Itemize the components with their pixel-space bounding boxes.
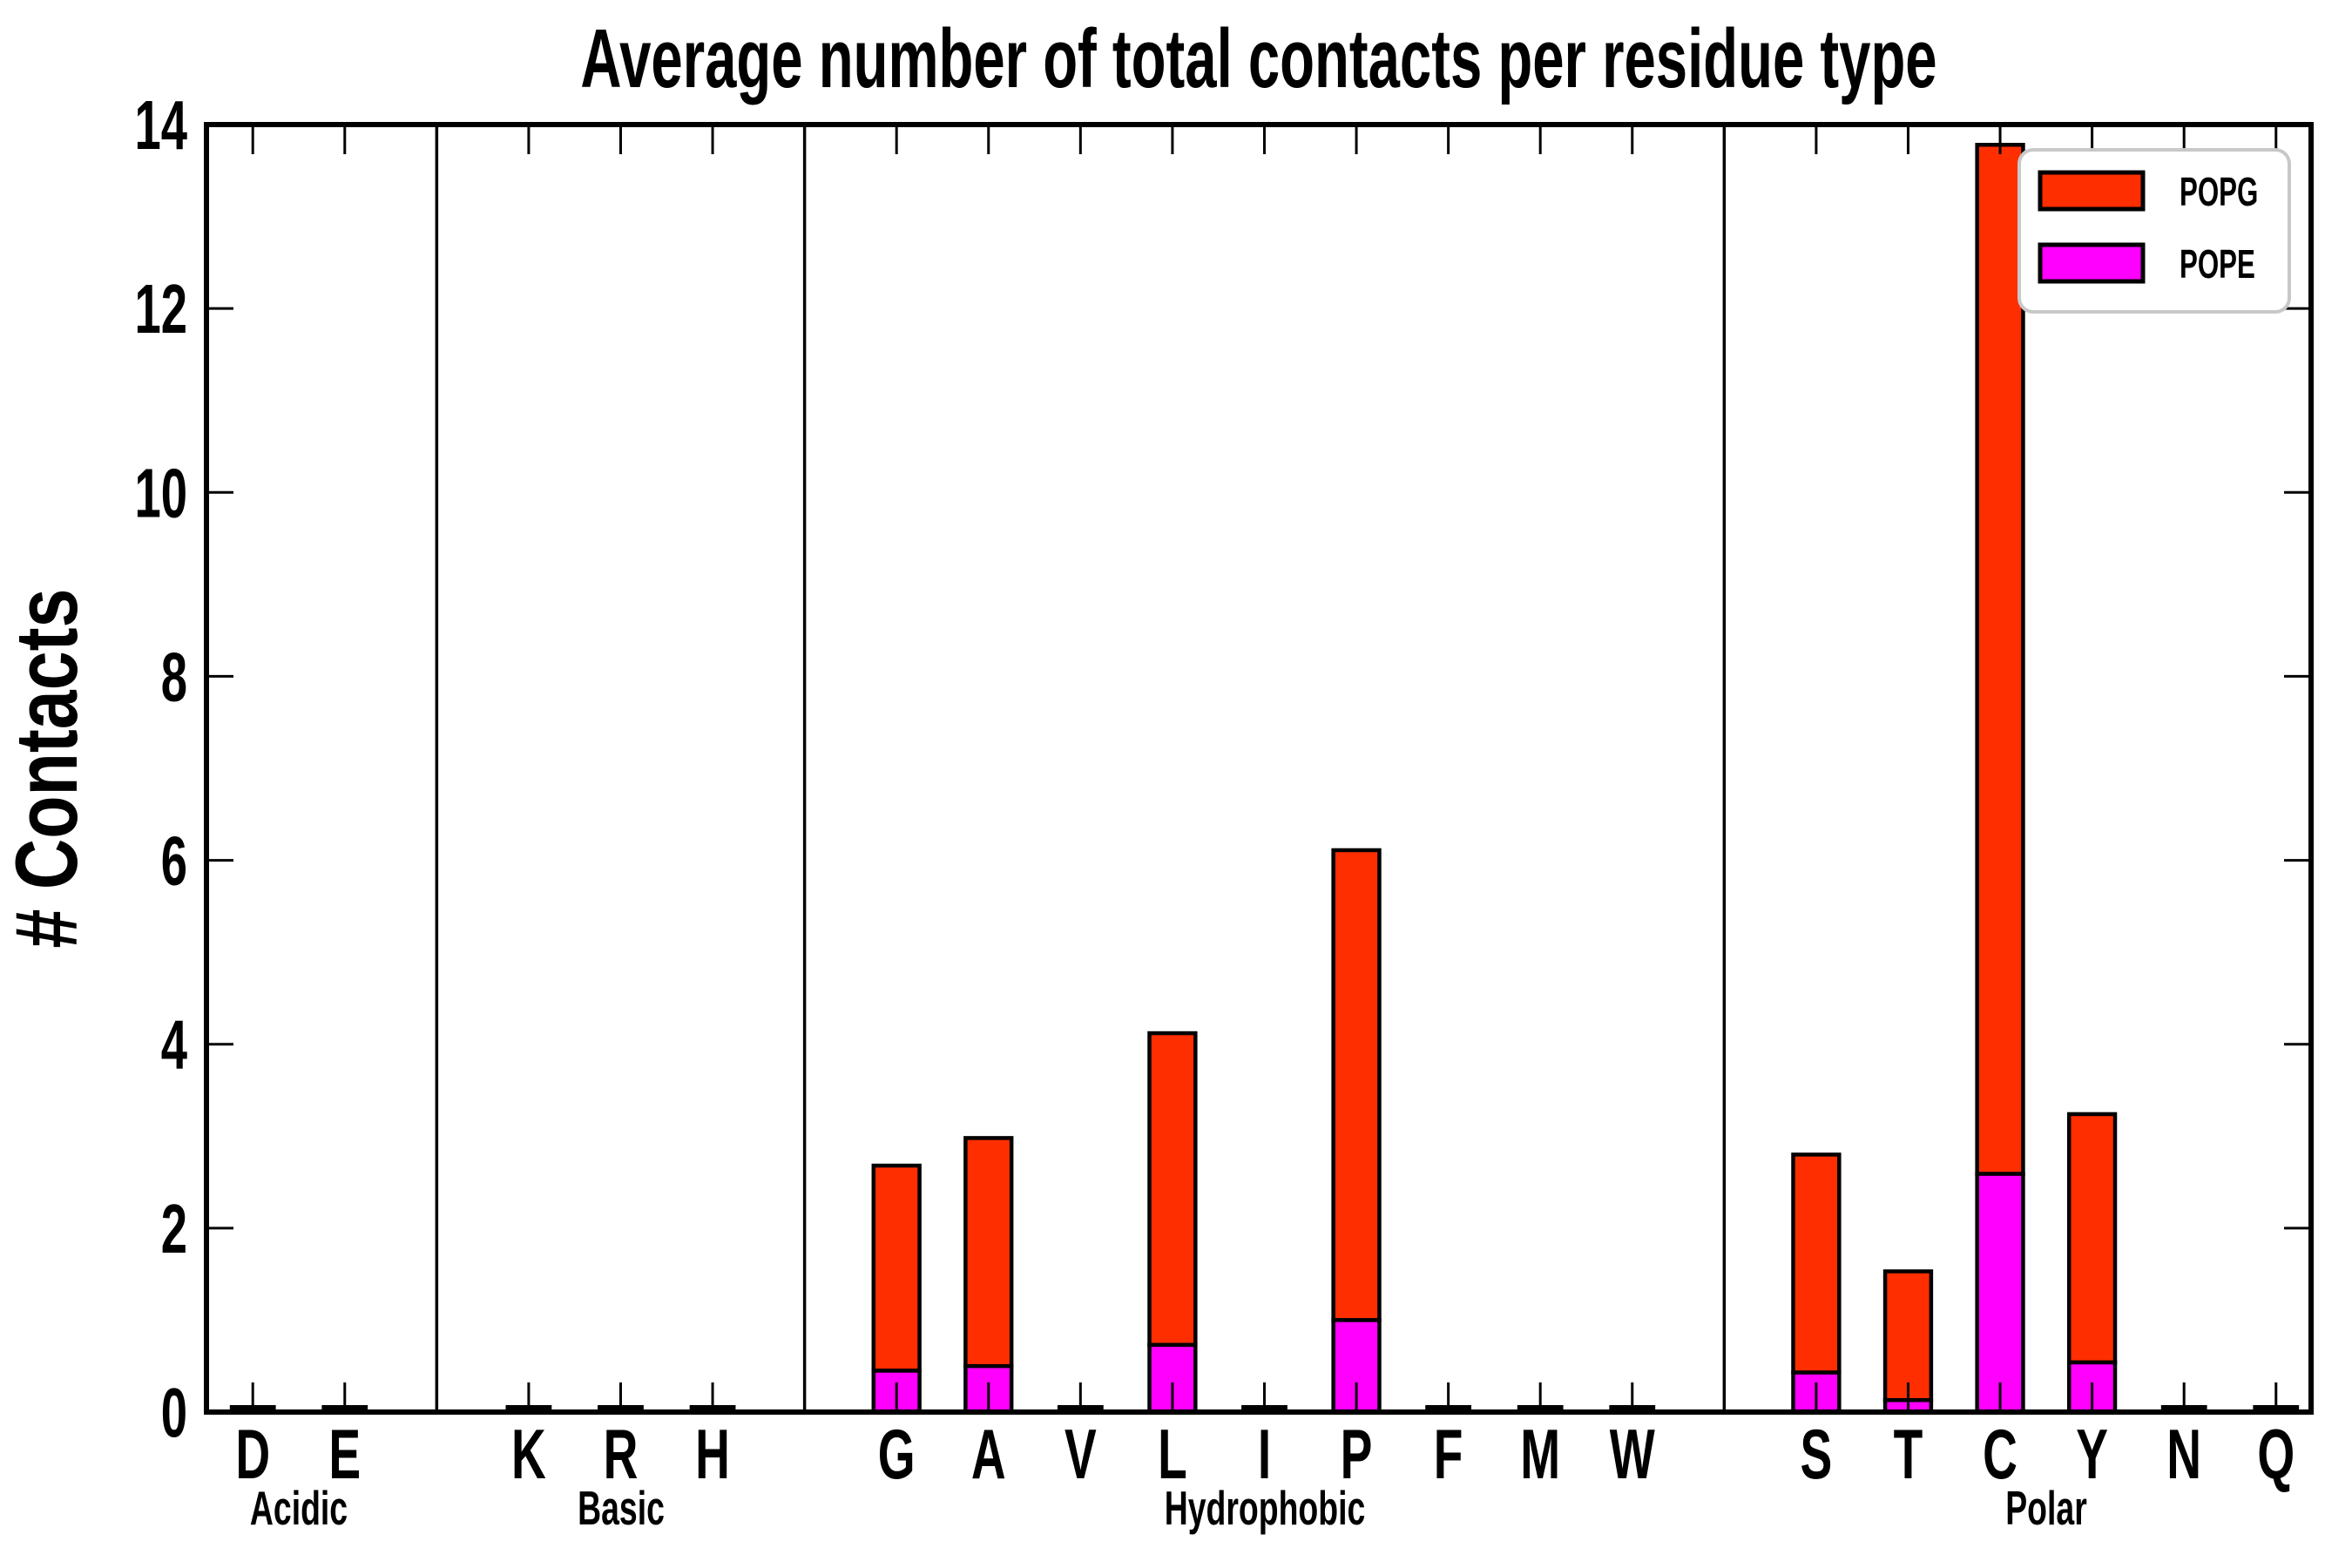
legend-swatch-popg bbox=[2038, 170, 2146, 212]
legend-label-popg: POPG bbox=[2180, 170, 2258, 214]
bar-L-popg bbox=[1147, 1031, 1198, 1348]
bar-C bbox=[1975, 142, 2025, 1415]
x-tick-label-C: C bbox=[1983, 1414, 2017, 1493]
x-tick-label-W: W bbox=[1610, 1414, 1655, 1493]
bar-Y bbox=[2066, 1112, 2118, 1415]
y-axis-label: # Contacts bbox=[0, 589, 96, 949]
group-label-acidic: Acidic bbox=[250, 1481, 348, 1535]
legend-swatch-pope bbox=[2038, 242, 2146, 284]
x-tick-label-G: G bbox=[878, 1414, 916, 1493]
bar-A-popg bbox=[963, 1136, 1014, 1369]
bar-S-popg bbox=[1791, 1152, 1842, 1375]
bar-L bbox=[1147, 1031, 1198, 1415]
group-label-basic: Basic bbox=[578, 1481, 665, 1535]
y-tick-label-0: 0 bbox=[161, 1375, 187, 1452]
x-tick-label-M: M bbox=[1520, 1414, 1560, 1493]
bars-layer bbox=[229, 142, 2300, 1415]
bar-A bbox=[963, 1136, 1014, 1415]
x-tick-label-V: V bbox=[1064, 1414, 1097, 1493]
bar-P bbox=[1331, 848, 1382, 1415]
bar-S bbox=[1791, 1152, 1842, 1415]
x-tick-label-R: R bbox=[604, 1414, 639, 1493]
x-tick-label-H: H bbox=[695, 1414, 730, 1493]
bar-T-popg bbox=[1882, 1269, 1934, 1402]
y-tick-label-4: 4 bbox=[161, 1006, 187, 1084]
bar-C-pope bbox=[1975, 1172, 2025, 1415]
legend: POPG POPE bbox=[2017, 148, 2291, 314]
x-tick-label-I: I bbox=[1258, 1414, 1271, 1493]
group-label-hydrophobic: Hydrophobic bbox=[1165, 1481, 1366, 1535]
plot-frame bbox=[204, 122, 2314, 1415]
y-tick-label-14: 14 bbox=[135, 87, 187, 165]
y-tick-label-6: 6 bbox=[161, 822, 187, 900]
y-tick-label-2: 2 bbox=[161, 1191, 187, 1268]
bar-G-popg bbox=[871, 1163, 922, 1373]
x-tick-label-D: D bbox=[235, 1414, 270, 1493]
axes-spines bbox=[204, 122, 2314, 1415]
legend-label-pope: POPE bbox=[2180, 242, 2255, 287]
x-tick-label-Q: Q bbox=[2257, 1414, 2295, 1493]
x-tick-label-N: N bbox=[2166, 1414, 2201, 1493]
x-tick-label-F: F bbox=[1434, 1414, 1463, 1493]
x-tick-label-A: A bbox=[971, 1414, 1006, 1493]
x-tick-label-S: S bbox=[1801, 1414, 1833, 1493]
bar-P-popg bbox=[1331, 848, 1382, 1322]
x-tick-label-L: L bbox=[1158, 1414, 1187, 1493]
x-tick-label-Y: Y bbox=[2076, 1414, 2108, 1493]
group-separators bbox=[435, 125, 1727, 1412]
chart-title: Average number of total contacts per res… bbox=[580, 13, 1936, 105]
group-label-polar: Polar bbox=[2005, 1481, 2087, 1535]
y-tick-label-10: 10 bbox=[135, 455, 187, 532]
bar-Y-popg bbox=[2066, 1112, 2118, 1365]
x-tick-label-T: T bbox=[1894, 1414, 1923, 1493]
y-tick-label-8: 8 bbox=[161, 639, 187, 716]
bar-T bbox=[1882, 1269, 1934, 1415]
bar-C-popg bbox=[1975, 142, 2025, 1176]
bar-G bbox=[871, 1163, 922, 1415]
tick-labels-layer: 0 2 4 6 8 10 12 14 D E K R H G A V L I P F M W S T C Y N Q bbox=[135, 87, 2295, 1494]
y-tick-label-12: 12 bbox=[135, 271, 187, 348]
x-tick-label-K: K bbox=[511, 1414, 546, 1493]
x-tick-label-E: E bbox=[328, 1414, 361, 1493]
x-tick-label-P: P bbox=[1341, 1414, 1373, 1493]
